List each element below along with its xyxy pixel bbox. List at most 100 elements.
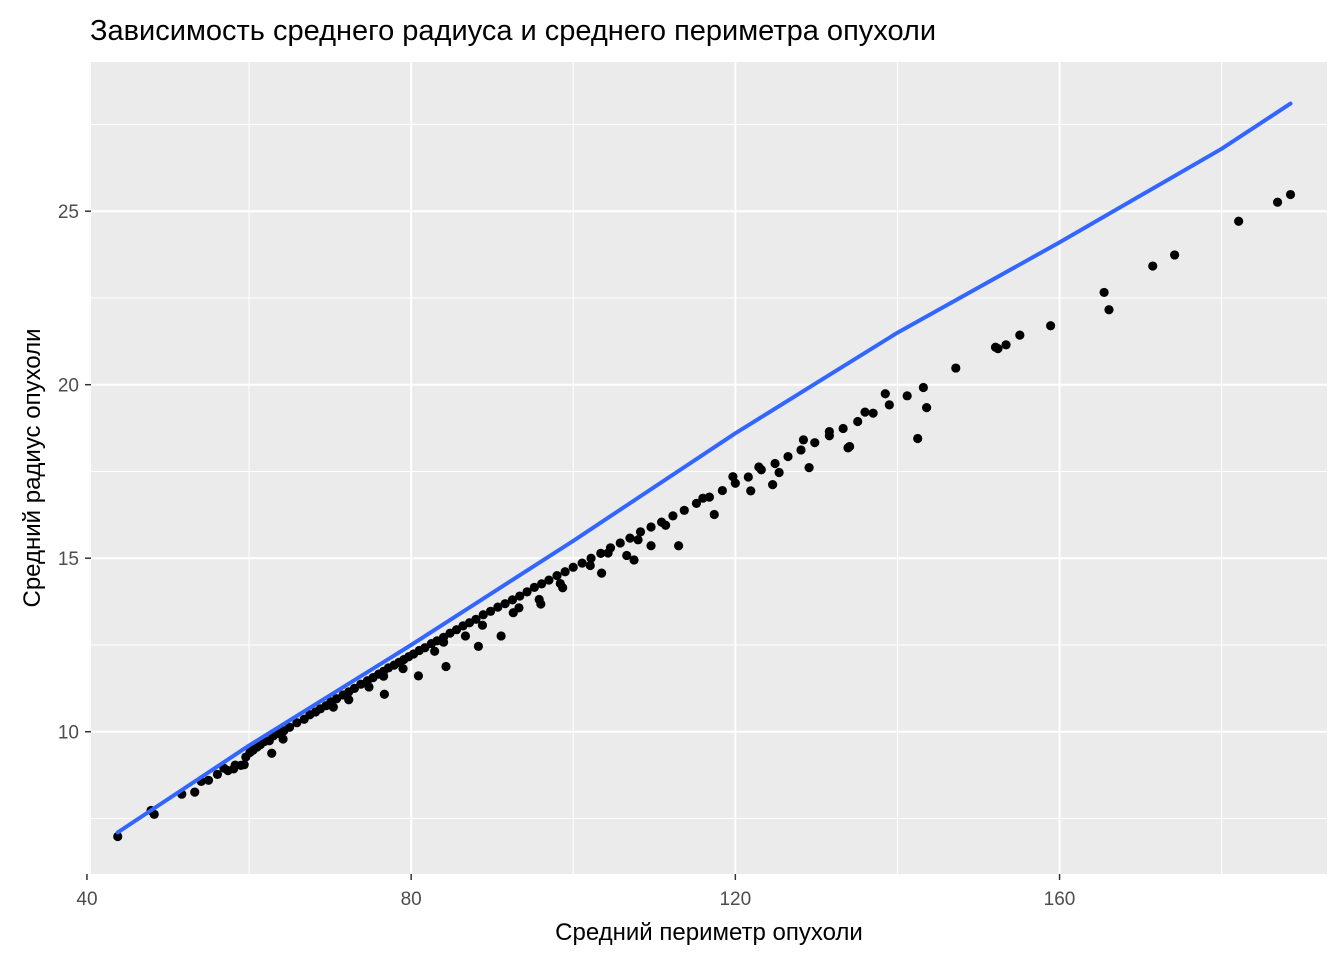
data-point xyxy=(597,568,607,578)
data-point xyxy=(698,493,708,503)
data-point xyxy=(783,451,793,462)
data-point xyxy=(379,689,389,699)
data-point xyxy=(378,671,389,681)
data-point xyxy=(267,748,277,758)
data-point xyxy=(798,435,809,445)
y-tick-label: 15 xyxy=(58,549,79,570)
chart-title: Зависимость среднего радиуса и среднего … xyxy=(90,15,936,47)
data-point xyxy=(1285,189,1296,200)
data-point xyxy=(913,433,923,444)
data-point xyxy=(292,718,302,728)
x-tick-label: 160 xyxy=(1044,889,1076,910)
data-point xyxy=(586,553,596,563)
x-axis-title: Средний периметр опухоли xyxy=(555,919,863,946)
x-tick-label: 40 xyxy=(76,889,97,910)
data-point xyxy=(585,560,595,571)
x-tick-label: 120 xyxy=(719,889,751,910)
data-point xyxy=(646,541,656,551)
data-point xyxy=(522,587,532,597)
data-point xyxy=(478,610,488,620)
data-point xyxy=(477,620,488,630)
data-point xyxy=(717,485,727,496)
data-point xyxy=(993,344,1003,354)
data-point xyxy=(515,591,525,601)
data-point xyxy=(679,505,689,515)
data-point xyxy=(635,527,646,537)
data-point xyxy=(845,441,855,452)
major-gridlines xyxy=(85,62,1327,874)
data-point xyxy=(507,595,518,605)
data-point xyxy=(796,445,806,455)
data-point xyxy=(413,671,424,681)
data-point xyxy=(728,472,738,482)
data-point xyxy=(646,522,656,532)
data-point xyxy=(804,463,814,473)
data-point xyxy=(1046,321,1056,331)
minor-gridlines xyxy=(91,62,1327,874)
data-point xyxy=(577,558,587,568)
data-point xyxy=(560,567,570,577)
data-point xyxy=(674,541,684,551)
data-point xyxy=(922,403,932,413)
data-point xyxy=(537,579,547,589)
data-point xyxy=(1148,261,1158,271)
data-point xyxy=(544,575,554,585)
data-point xyxy=(555,578,565,589)
data-point xyxy=(615,538,625,548)
data-point xyxy=(884,400,894,410)
plot-panel xyxy=(91,62,1327,874)
data-point xyxy=(629,555,639,565)
data-point xyxy=(284,722,295,732)
data-point xyxy=(1001,340,1011,350)
data-point xyxy=(743,472,753,482)
data-point xyxy=(754,462,764,472)
data-point xyxy=(344,695,354,705)
data-point xyxy=(824,426,834,437)
data-point xyxy=(661,520,671,530)
data-point xyxy=(622,550,632,561)
y-axis-title: Средний радиус опухоли xyxy=(19,328,46,607)
data-point xyxy=(1099,287,1109,298)
data-point xyxy=(190,787,200,797)
data-point xyxy=(493,602,503,612)
data-point xyxy=(473,641,484,651)
data-point xyxy=(229,764,239,774)
data-point xyxy=(596,548,606,558)
data-point xyxy=(746,486,756,496)
data-point xyxy=(203,775,214,785)
data-point xyxy=(239,760,249,770)
data-point xyxy=(902,391,912,401)
data-point xyxy=(810,438,820,448)
data-point xyxy=(860,407,870,417)
data-point xyxy=(485,606,496,616)
data-point xyxy=(529,582,539,592)
data-point xyxy=(770,458,780,469)
data-point xyxy=(568,562,578,572)
data-point xyxy=(709,509,719,520)
data-point xyxy=(1015,330,1025,340)
data-point xyxy=(668,511,678,521)
data-point xyxy=(1104,305,1114,315)
data-point xyxy=(838,423,848,434)
data-point xyxy=(603,548,613,558)
data-point xyxy=(633,535,643,545)
data-point xyxy=(438,637,449,647)
y-tick-label: 20 xyxy=(58,376,79,397)
trend-line xyxy=(115,101,1293,835)
data-point xyxy=(534,594,544,605)
data-point xyxy=(441,661,451,672)
data-point xyxy=(496,631,506,641)
data-point xyxy=(328,702,338,712)
data-point xyxy=(212,769,223,780)
data-point xyxy=(364,682,374,692)
x-tick-label: 80 xyxy=(401,889,422,910)
y-axis-ticks: 10 15 20 25 xyxy=(58,202,91,744)
data-point xyxy=(853,416,863,427)
data-point xyxy=(500,599,510,609)
data-point xyxy=(471,614,481,624)
data-point xyxy=(552,570,562,581)
data-point xyxy=(880,389,890,399)
data-point xyxy=(918,382,928,393)
data-point xyxy=(951,363,961,373)
